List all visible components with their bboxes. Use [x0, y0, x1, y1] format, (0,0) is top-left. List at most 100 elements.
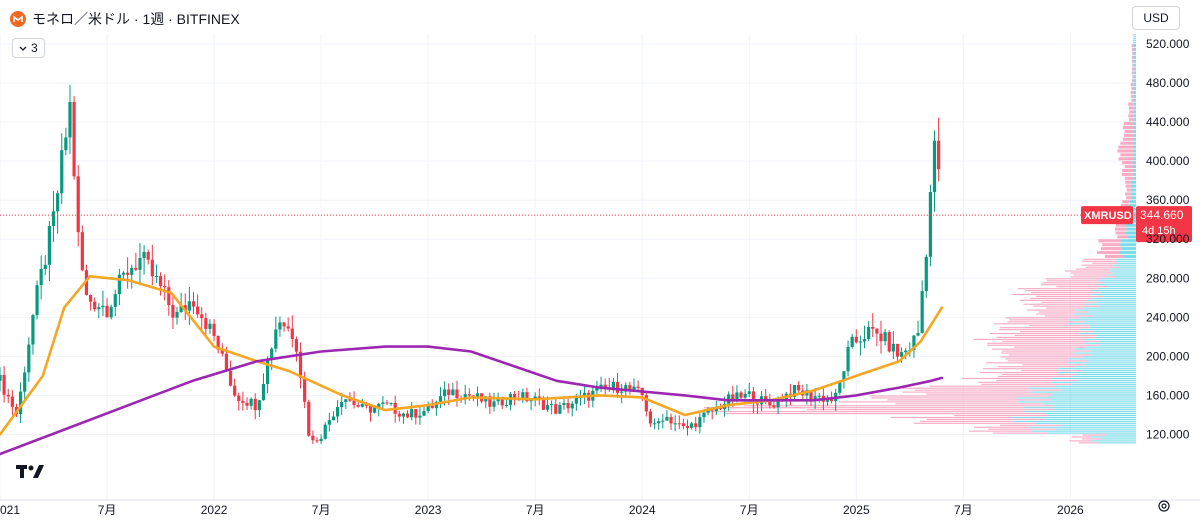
vp-bar-up — [1132, 161, 1136, 165]
candle-body — [373, 407, 377, 413]
vp-bar-up — [1133, 110, 1136, 114]
vp-bar-down — [999, 329, 1081, 331]
vp-bar-down — [992, 432, 1048, 434]
vp-bar-down — [982, 368, 1058, 370]
vp-bar-up — [1074, 313, 1136, 315]
candle-body — [0, 375, 2, 381]
candle-body — [47, 226, 52, 265]
candle — [68, 84, 72, 154]
candle-body — [10, 396, 14, 407]
vp-bar-down — [991, 348, 1075, 350]
vp-bar-down — [1126, 196, 1132, 200]
vp-bar-up — [1055, 428, 1136, 430]
vp-bar-down — [1128, 102, 1134, 106]
vp-bar-up — [1133, 44, 1136, 48]
candle-body — [426, 405, 430, 412]
vp-bar-down — [1045, 307, 1084, 309]
candle — [681, 418, 685, 430]
vp-bar-up — [1096, 284, 1136, 286]
vp-bar-up — [1013, 420, 1136, 422]
vp-bar-up — [1131, 196, 1136, 200]
vp-bar-up — [1071, 383, 1136, 385]
currency-selector[interactable]: USD — [1132, 6, 1180, 30]
candle-body — [93, 301, 97, 310]
vp-bar-down — [914, 389, 1062, 391]
candle-body — [265, 359, 270, 385]
candle — [167, 280, 171, 316]
candle-body — [80, 232, 84, 271]
indicators-collapse-button[interactable]: 3 — [12, 38, 45, 58]
vp-bar-up — [1093, 315, 1136, 317]
vp-bar-down — [1115, 223, 1126, 227]
vp-bar-up — [1096, 301, 1136, 303]
candle — [130, 264, 134, 289]
candle-body — [632, 386, 636, 390]
candle-body — [6, 394, 10, 397]
vp-bar-up — [1048, 414, 1136, 417]
candle — [611, 377, 616, 393]
vp-bar-down — [969, 430, 1031, 432]
vp-bar-down — [997, 375, 1072, 378]
vp-bar-down — [996, 379, 1079, 381]
vp-bar-up — [1068, 358, 1136, 360]
indicator-count: 3 — [31, 41, 38, 55]
vp-bar-up — [1086, 346, 1136, 348]
candle-body — [84, 270, 89, 295]
candle-body — [18, 391, 23, 415]
candle-body — [196, 306, 200, 315]
candle-body — [290, 328, 294, 339]
vp-bar-up — [1100, 291, 1136, 294]
vp-bar-down — [871, 397, 1018, 399]
candle-body — [31, 315, 35, 345]
candle — [319, 434, 323, 444]
candle-body — [636, 386, 640, 388]
y-axis: 520.000 480.000 440.000 400.000 360.000 320.0… — [1146, 37, 1190, 441]
candle — [311, 430, 315, 444]
vp-bar-up — [1133, 42, 1136, 44]
candle-body — [871, 326, 875, 329]
candle — [570, 401, 574, 417]
tradingview-logo-icon[interactable] — [16, 462, 48, 487]
candle-body — [928, 191, 932, 257]
vp-bar-down — [993, 323, 1069, 325]
vp-bar-down — [1100, 247, 1122, 251]
vp-bar-down — [1130, 83, 1134, 87]
vp-bar-down — [1041, 284, 1097, 286]
vp-bar-down — [913, 422, 1035, 424]
candle — [88, 294, 93, 311]
monero-logo-icon — [10, 11, 26, 27]
vp-bar-down — [1020, 331, 1094, 333]
vp-bar-down — [1129, 110, 1134, 114]
candle — [163, 274, 167, 301]
candle-body — [747, 391, 751, 394]
vp-bar-up — [1085, 338, 1136, 340]
vp-bar-up — [1100, 305, 1136, 307]
candle-body — [286, 326, 290, 329]
candle — [702, 411, 706, 423]
vp-bar-up — [1061, 424, 1136, 426]
vp-bar-up — [1089, 325, 1136, 327]
vp-bar-up — [1029, 391, 1136, 393]
vp-bar-down — [1131, 47, 1135, 52]
ma-long-line — [0, 345, 944, 456]
vp-bar-up — [1068, 323, 1136, 325]
vp-bar-up — [1044, 418, 1136, 421]
candle — [0, 367, 2, 392]
candle — [31, 313, 35, 355]
vp-bar-down — [1008, 354, 1091, 356]
candle — [142, 245, 146, 275]
candle — [414, 408, 418, 425]
candle — [228, 360, 233, 387]
x-tick-label: 2024 — [629, 503, 656, 517]
settings-icon[interactable] — [1157, 499, 1171, 513]
candle — [747, 382, 751, 398]
vp-bar-down — [929, 385, 1056, 387]
vp-bar-up — [1101, 438, 1136, 440]
vp-bar-up — [1098, 340, 1136, 342]
vp-bar-up — [1132, 149, 1136, 153]
vp-bar-up — [1081, 370, 1136, 372]
candle-body — [389, 402, 393, 404]
vp-bar-down — [1056, 286, 1108, 288]
